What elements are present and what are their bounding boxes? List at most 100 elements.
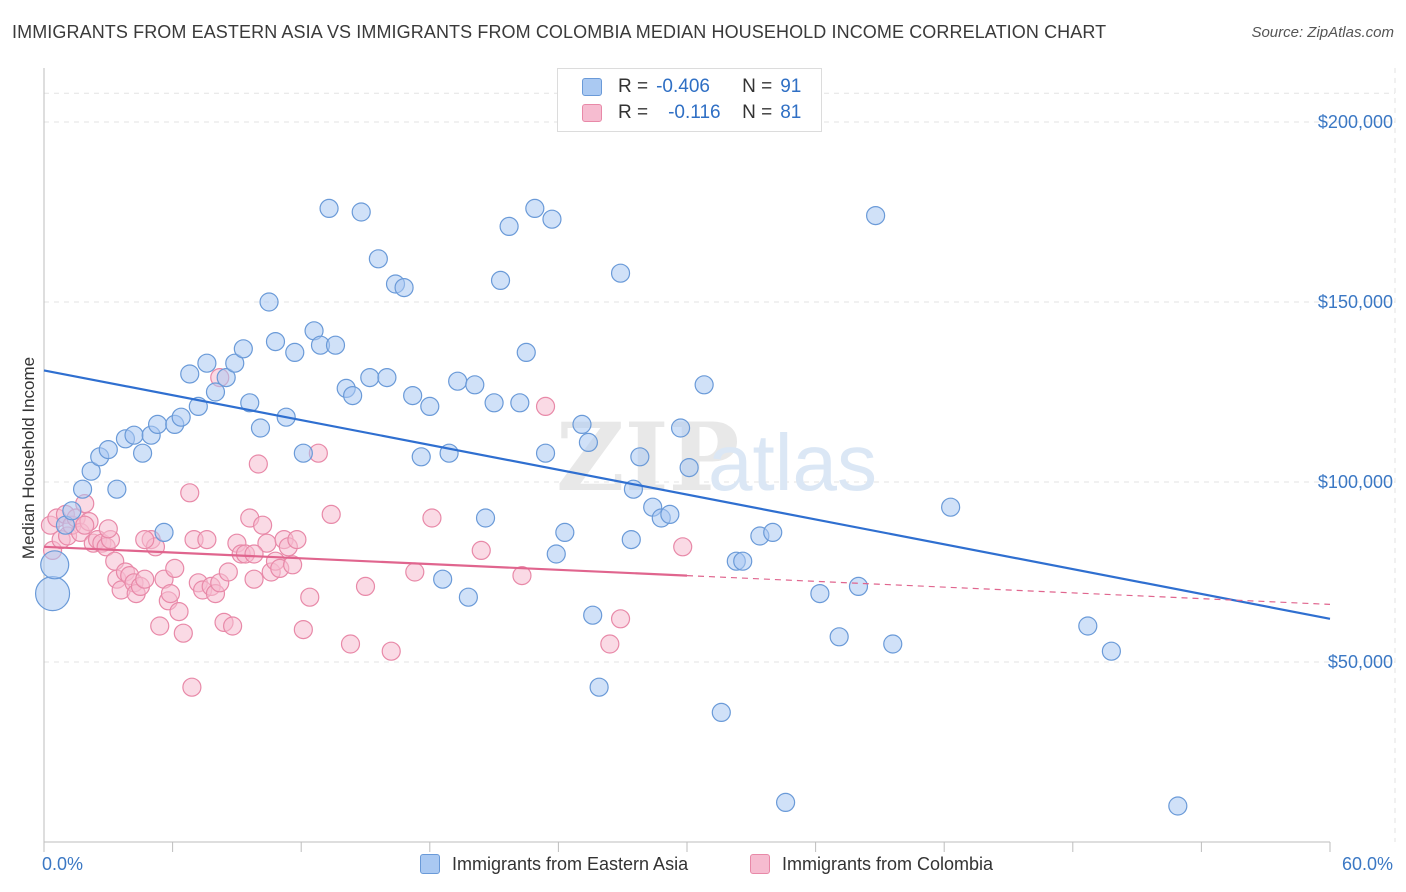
y-tick-label: $50,000 — [1328, 652, 1393, 672]
data-point — [216, 368, 236, 388]
data-point — [883, 634, 903, 654]
watermark: ZIP atlas — [556, 403, 877, 513]
data-point — [403, 386, 423, 406]
series-eastern-asia — [34, 198, 1188, 816]
data-point — [182, 677, 202, 697]
x-tick-label: 0.0% — [42, 854, 83, 874]
data-point — [154, 522, 174, 543]
data-point — [589, 677, 609, 697]
data-point — [248, 454, 268, 474]
data-point — [499, 216, 519, 236]
data-point — [233, 339, 253, 359]
data-point — [733, 551, 753, 571]
axes — [43, 68, 1331, 852]
data-point — [171, 407, 191, 427]
data-point — [368, 249, 388, 269]
legend-row-colombia: R = -0.116 N = 81 — [582, 101, 801, 125]
data-point — [321, 504, 341, 525]
data-point — [471, 540, 491, 561]
legend-swatch-pink — [582, 104, 602, 122]
legend-row-eastern-asia: R = -0.406 N = 91 — [582, 75, 801, 99]
data-point — [411, 447, 431, 467]
data-point — [810, 583, 830, 604]
trend-line-eastern-asia — [43, 369, 1331, 620]
data-point — [135, 529, 155, 550]
data-point — [40, 550, 70, 580]
data-point — [510, 393, 530, 413]
data-point — [941, 497, 961, 517]
data-point — [180, 483, 200, 503]
trend-line-colombia — [43, 545, 688, 577]
y-tick-label: $150,000 — [1318, 292, 1393, 312]
bottom-legend-eastern-asia: Immigrants from Eastern Asia — [420, 852, 688, 876]
data-point — [1168, 796, 1188, 816]
data-point — [394, 278, 414, 298]
data-point — [283, 555, 303, 575]
data-point — [319, 198, 339, 218]
data-point — [572, 414, 592, 434]
watermark-atlas: atlas — [708, 418, 877, 507]
bottom-swatch-blue — [420, 854, 440, 874]
y-axis-label: Median Household Income — [19, 357, 38, 559]
data-point — [433, 569, 453, 589]
data-point — [150, 616, 170, 636]
data-point — [250, 418, 271, 438]
data-point — [679, 458, 699, 478]
ticks: $50,000 $100,000 $150,000 $200,000 0.0% 60.0% — [42, 112, 1393, 874]
source-credit: Source: ZipAtlas.com — [1251, 24, 1394, 41]
data-point — [132, 443, 153, 463]
data-point — [173, 623, 193, 643]
data-point — [1078, 616, 1098, 636]
data-point — [244, 569, 264, 589]
data-point — [458, 587, 478, 607]
data-point — [169, 601, 189, 622]
data-point — [1101, 641, 1121, 661]
data-point — [265, 332, 286, 352]
data-point — [512, 565, 532, 586]
data-point — [694, 375, 714, 395]
data-point — [673, 537, 693, 557]
legend-n-label: N = — [742, 76, 773, 97]
chart-title: IMMIGRANTS FROM EASTERN ASIA VS IMMIGRAN… — [12, 22, 1107, 42]
data-point — [775, 792, 796, 813]
data-point — [583, 605, 603, 625]
stats-legend: R = -0.406 N = 91 R = -0.116 N = 81 — [557, 68, 822, 132]
data-point — [610, 609, 631, 629]
data-point — [165, 558, 185, 579]
data-point — [240, 393, 260, 413]
data-point — [711, 702, 731, 723]
bottom-legend-colombia: Immigrants from Colombia — [750, 852, 993, 876]
data-point — [223, 616, 243, 636]
bottom-legend-label: Immigrants from Eastern Asia — [452, 853, 689, 874]
data-point — [34, 575, 71, 612]
y-tick-label: $200,000 — [1318, 112, 1393, 132]
data-point — [340, 634, 361, 654]
y-tick-label: $100,000 — [1318, 472, 1393, 492]
data-point — [107, 479, 127, 499]
data-point — [360, 368, 380, 388]
data-point — [147, 414, 168, 434]
data-point — [490, 270, 511, 290]
data-point — [355, 576, 376, 597]
data-point — [325, 335, 346, 355]
legend-r-label: R = — [618, 102, 649, 123]
data-point — [218, 562, 238, 582]
data-point — [475, 508, 496, 528]
legend-r-value: -0.116 — [668, 102, 721, 123]
grid-lines — [44, 68, 1396, 842]
data-point — [420, 396, 440, 416]
data-point — [197, 529, 217, 550]
data-point — [197, 353, 217, 373]
data-point — [98, 519, 118, 539]
data-point — [293, 619, 313, 640]
data-point — [293, 443, 313, 463]
data-point — [829, 627, 849, 647]
trend-lines — [43, 369, 1331, 620]
data-point — [660, 504, 680, 525]
data-point — [244, 544, 264, 564]
data-point — [448, 371, 468, 391]
data-point — [343, 386, 363, 406]
data-point — [866, 206, 886, 226]
legend-r-label: R = — [618, 76, 649, 97]
